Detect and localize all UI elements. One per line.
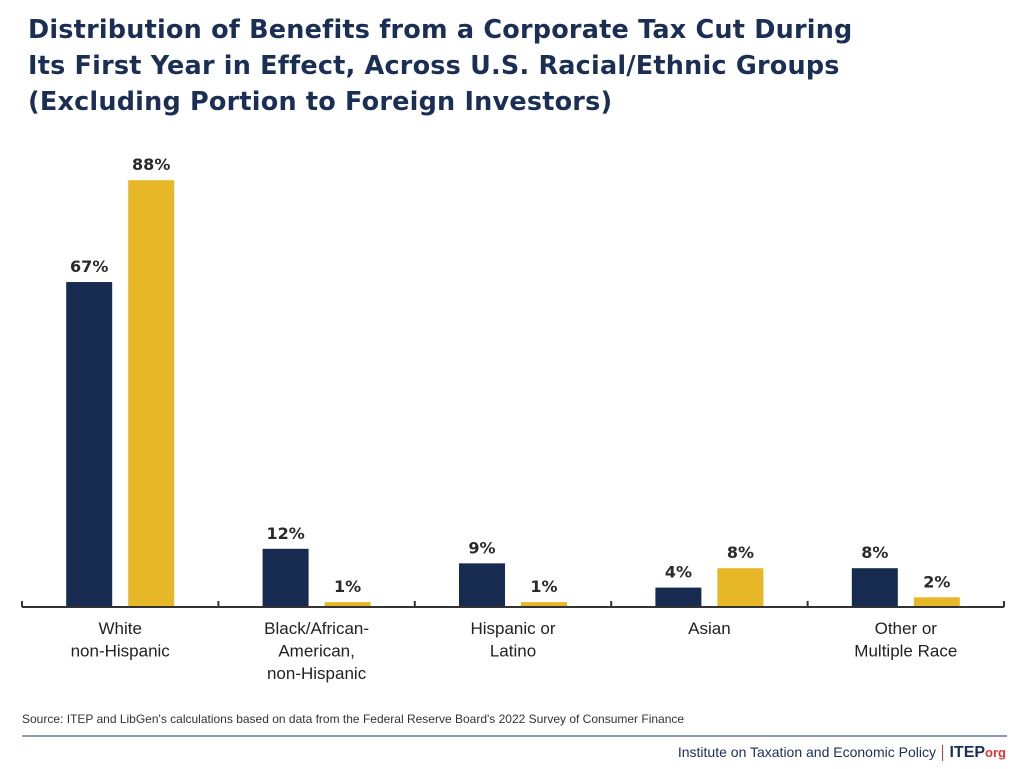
bar <box>913 597 960 607</box>
bar <box>521 602 567 607</box>
title-line: Its First Year in Effect, Across U.S. Ra… <box>28 51 840 81</box>
chart-title: Distribution of Benefits from a Corporat… <box>28 12 853 120</box>
data-label: 67% <box>70 257 108 276</box>
bar <box>717 568 764 607</box>
category-label: American, <box>278 642 355 661</box>
bar <box>459 563 505 607</box>
itep-logo[interactable]: ITEPorg <box>949 744 1006 761</box>
category-label: Asian <box>688 619 731 638</box>
data-label: 8% <box>861 543 888 562</box>
separator <box>941 745 944 762</box>
data-label: 8% <box>727 543 754 562</box>
data-label: 1% <box>334 577 361 596</box>
category-label: non-Hispanic <box>267 664 367 683</box>
brand-suffix: org <box>985 745 1006 760</box>
category-label: Hispanic or <box>470 619 555 638</box>
bar <box>655 587 702 607</box>
category-label: White <box>98 619 141 638</box>
title-line: (Excluding Portion to Foreign Investors) <box>28 87 613 117</box>
bar <box>66 282 113 607</box>
divider <box>22 735 1007 737</box>
bar <box>128 180 175 607</box>
title-line: Distribution of Benefits from a Corporat… <box>28 15 853 45</box>
footer: Institute on Taxation and Economic Polic… <box>678 744 1006 762</box>
source-note: Source: ITEP and LibGen's calculations b… <box>22 712 685 726</box>
data-label: 1% <box>530 577 557 596</box>
category-label: Multiple Race <box>854 642 957 661</box>
data-label: 88% <box>132 155 170 174</box>
bar <box>262 548 309 607</box>
org-name: Institute on Taxation and Economic Polic… <box>677 744 936 760</box>
brand-text: ITEP <box>949 744 986 761</box>
bar <box>324 602 371 607</box>
data-label: 9% <box>468 538 495 557</box>
category-label: Other or <box>875 619 938 638</box>
bar <box>851 568 898 607</box>
data-label: 12% <box>266 524 304 543</box>
data-label: 2% <box>923 572 950 591</box>
data-label: 4% <box>665 563 692 582</box>
category-label: non-Hispanic <box>71 642 171 661</box>
category-label: Latino <box>490 642 536 661</box>
category-label: Black/African- <box>264 619 369 638</box>
